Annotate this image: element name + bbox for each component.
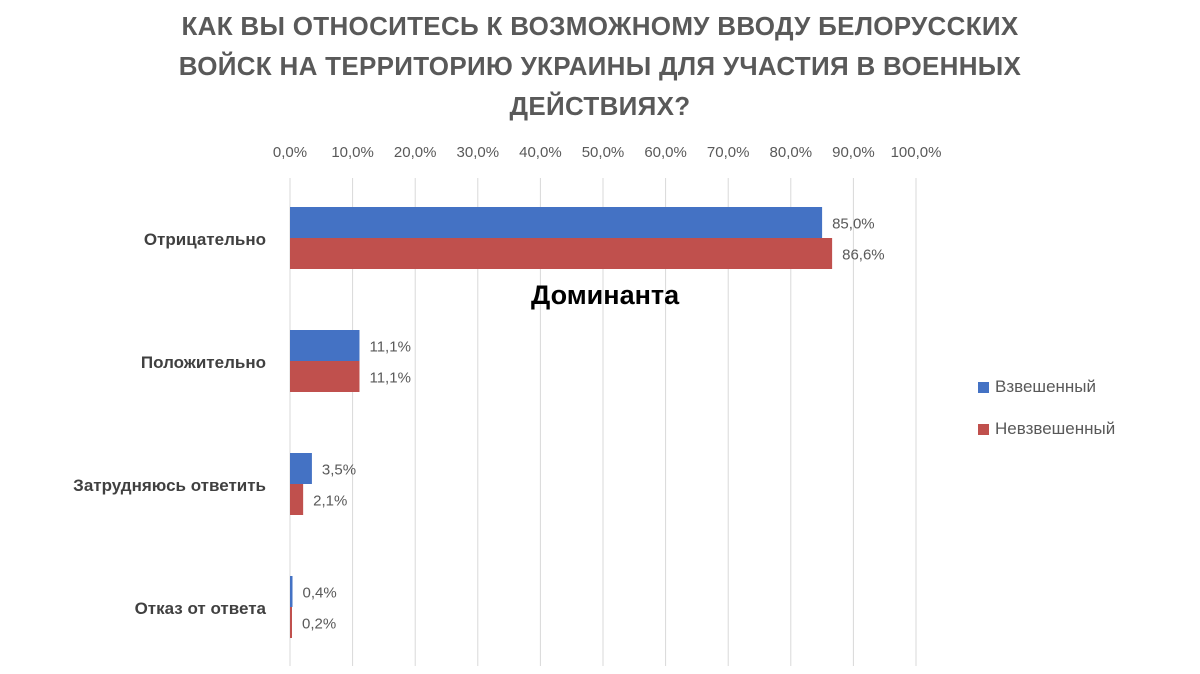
category-label: Отказ от ответа — [135, 599, 267, 618]
x-tick-label: 30,0% — [457, 144, 500, 161]
data-label: 3,5% — [322, 462, 356, 479]
chart-title-line-3: ДЕЙСТВИЯХ? — [509, 91, 691, 121]
bars — [290, 207, 833, 638]
bar-unweighted — [290, 484, 304, 515]
data-label: 2,1% — [313, 493, 347, 510]
x-tick-label: 50,0% — [582, 144, 625, 161]
x-tick-label: 90,0% — [832, 144, 875, 161]
data-label: 85,0% — [832, 216, 875, 233]
category-labels: Отрицательно Положительно Затрудняюсь отве… — [73, 230, 266, 618]
x-tick-label: 100,0% — [891, 144, 942, 161]
data-label: 0,4% — [303, 585, 337, 602]
legend-swatch-weighted — [978, 381, 989, 393]
bar-unweighted — [290, 607, 292, 638]
x-tick-label: 70,0% — [707, 144, 750, 161]
data-labels: 85,0% 86,6% 11,1% 11,1% 3,5% 2,1% 0,4% 0,2% — [302, 216, 885, 633]
x-axis-ticks: 0,0% 10,0% 20,0% 30,0% 40,0% 50,0% 60,0% 70,0% 8… — [273, 144, 942, 161]
category-label: Положительно — [141, 353, 266, 372]
category-label: Отрицательно — [144, 230, 266, 249]
legend-label-unweighted: Невзвешенный — [995, 419, 1116, 438]
data-label: 86,6% — [842, 247, 885, 264]
chart-title-line-2: ВОЙСК НА ТЕРРИТОРИЮ УКРАИНЫ ДЛЯ УЧАСТИЯ … — [178, 51, 1022, 81]
x-tick-label: 60,0% — [644, 144, 687, 161]
chart-legend: Взвешенный Невзвешенный — [978, 376, 1115, 460]
category-label: Затрудняюсь ответить — [73, 476, 266, 495]
dominant-annotation: Доминанта — [531, 280, 680, 310]
legend-item-weighted: Взвешенный — [978, 376, 1115, 398]
x-tick-label: 20,0% — [394, 144, 437, 161]
bar-weighted — [290, 453, 312, 484]
legend-label-weighted: Взвешенный — [995, 377, 1097, 396]
bar-weighted — [290, 330, 360, 361]
x-tick-label: 10,0% — [331, 144, 374, 161]
x-tick-label: 0,0% — [273, 144, 307, 161]
bar-weighted — [290, 207, 823, 238]
chart-title-line-1: КАК ВЫ ОТНОСИТЕСЬ К ВОЗМОЖНОМУ ВВОДУ БЕЛ… — [181, 11, 1019, 41]
x-tick-label: 40,0% — [519, 144, 562, 161]
data-label: 0,2% — [302, 616, 336, 633]
data-label: 11,1% — [369, 370, 410, 387]
x-tick-label: 80,0% — [770, 144, 813, 161]
bar-unweighted — [290, 361, 360, 392]
legend-item-unweighted: Невзвешенный — [978, 418, 1115, 440]
bar-unweighted — [290, 238, 833, 269]
chart-title: КАК ВЫ ОТНОСИТЕСЬ К ВОЗМОЖНОМУ ВВОДУ БЕЛ… — [100, 6, 1100, 126]
data-label: 11,1% — [369, 339, 410, 356]
bar-weighted — [290, 576, 293, 607]
legend-swatch-unweighted — [978, 423, 989, 435]
